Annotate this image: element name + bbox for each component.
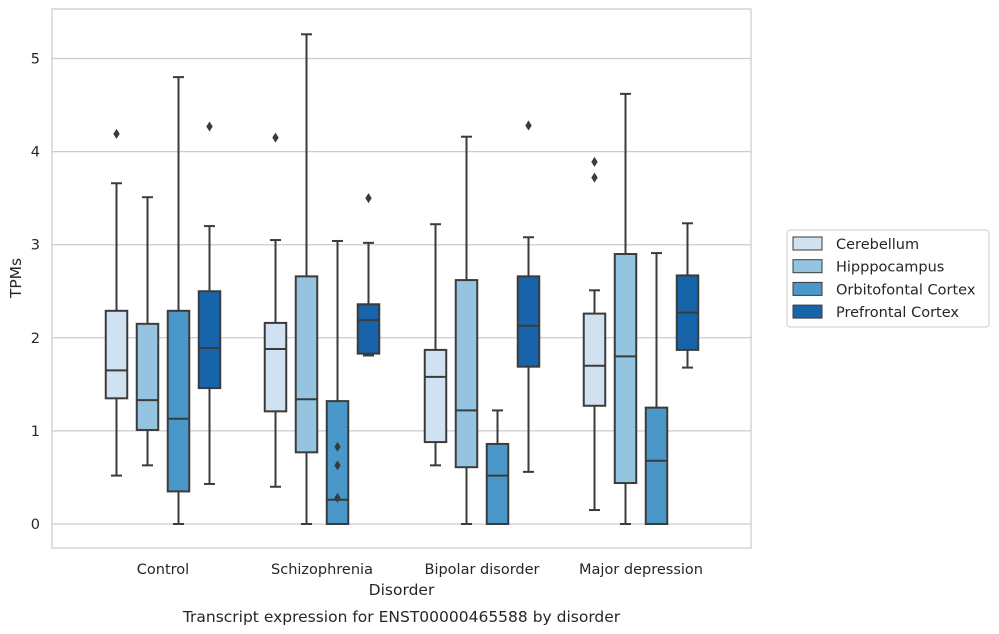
box-iqr <box>135 322 160 431</box>
y-tick-label: 4 <box>31 145 40 161</box>
box <box>485 409 510 525</box>
legend: Cerebellum Hipppocampus Orbitofontal Corte… <box>786 229 990 328</box>
x-tick-label: Major depression <box>579 562 703 578</box>
y-tick-label: 2 <box>31 331 40 347</box>
legend-label: Orbitofontal Cortex <box>836 282 976 298</box>
legend-entries: Cerebellum Hipppocampus Orbitofontal Corte… <box>792 236 976 321</box>
x-axis-label: Disorder <box>369 581 435 599</box>
outlier-point <box>334 492 341 503</box>
box-iqr <box>423 348 448 444</box>
legend-swatch <box>792 259 823 274</box>
box-iqr <box>263 321 288 413</box>
box <box>263 132 288 488</box>
box <box>516 120 541 473</box>
legend-label: Cerebellum <box>836 237 919 253</box>
legend-label: Hipppocampus <box>836 260 944 276</box>
chart-caption: Transcript expression for ENST0000046558… <box>182 608 621 626</box>
box-iqr <box>485 442 510 525</box>
box <box>582 156 607 512</box>
y-tick-label: 3 <box>31 238 40 254</box>
box <box>454 135 479 525</box>
box <box>104 128 129 477</box>
y-axis-ticks: 0 1 2 3 4 5 <box>31 52 40 534</box>
outlier-point <box>591 156 598 167</box>
y-axis-label: TPMs <box>7 258 25 299</box>
box <box>294 33 319 525</box>
box <box>644 252 669 525</box>
x-tick-label: Bipolar disorder <box>425 562 540 578</box>
series-prefrontal-cortex <box>197 120 700 485</box>
outlier-point <box>365 193 372 204</box>
box <box>197 121 222 485</box>
box-iqr <box>166 309 191 493</box>
series-cerebellum <box>104 128 607 512</box>
outlier-point <box>206 121 213 132</box>
series-orbitofontal-cortex <box>166 76 669 525</box>
legend-swatch <box>792 304 823 319</box>
legend-swatch <box>792 281 823 296</box>
box <box>356 193 381 357</box>
outlier-point <box>525 120 532 131</box>
outlier-point <box>272 132 279 143</box>
x-tick-label: Control <box>137 562 189 578</box>
legend-label: Prefrontal Cortex <box>836 305 959 321</box>
box-iqr <box>454 279 479 469</box>
box-iqr <box>104 309 129 400</box>
box-iqr <box>582 312 607 407</box>
box-iqr <box>294 275 319 454</box>
outlier-point <box>591 172 598 183</box>
box-iqr <box>516 275 541 368</box>
outlier-point <box>334 441 341 452</box>
y-tick-label: 1 <box>31 424 40 440</box>
box <box>135 196 160 467</box>
legend-frame <box>786 229 990 328</box>
box-iqr <box>613 253 638 485</box>
box <box>423 223 448 467</box>
box-series <box>104 33 700 525</box>
plot-frame <box>51 8 752 549</box>
box-iqr <box>644 406 669 525</box>
box-iqr <box>356 303 381 355</box>
x-tick-label: Schizophrenia <box>271 562 373 578</box>
box-iqr <box>197 290 222 390</box>
outlier-point <box>334 460 341 471</box>
series-hipppocampus <box>135 33 638 525</box>
y-tick-label: 0 <box>31 517 40 533</box>
box <box>613 92 638 525</box>
legend-swatch <box>792 236 823 251</box>
box <box>166 76 191 525</box>
x-axis-ticks: Control Schizophrenia Bipolar disorder Majo… <box>137 562 703 578</box>
box <box>325 239 350 525</box>
y-tick-label: 5 <box>31 52 40 68</box>
outlier-point <box>113 128 120 139</box>
box <box>675 222 700 369</box>
